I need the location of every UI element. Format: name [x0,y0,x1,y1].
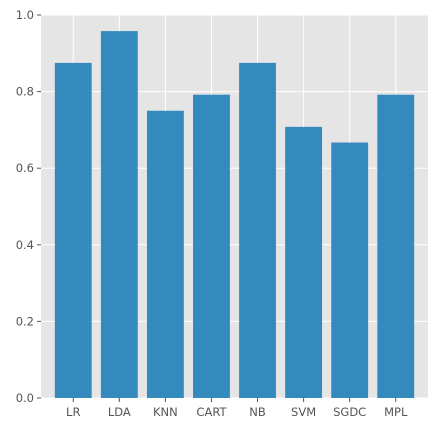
x-tick-label-mpl: MPL [384,405,408,419]
bar-lda [100,31,138,399]
bar-lr [54,62,92,398]
y-tick-label: 0.6 [16,161,34,175]
bar-svm [285,126,323,398]
y-tick-label: 0.4 [16,238,34,252]
x-tick-label-nb: NB [249,405,266,419]
bar-knn [146,110,184,398]
x-tick-label-sgdc: SGDC [333,405,366,419]
y-tick-label: 0.2 [16,314,34,328]
bar-nb [239,62,276,398]
x-tick-label-lr: LR [66,405,80,419]
y-tick-label: 0.8 [16,85,34,99]
bars [54,31,415,399]
bar-mpl [377,94,415,398]
y-axis-ticks: 0.0 0.2 0.4 0.6 0.8 1.0 [16,8,41,405]
x-tick-label-knn: KNN [153,405,178,419]
bar-sgdc [331,142,369,398]
bar-cart [193,94,230,398]
x-tick-label-svm: SVM [291,405,316,419]
x-axis-ticks: LR LDA KNN CART NB SVM SGDC MPL [66,398,408,419]
y-tick-label: 1.0 [16,8,34,22]
x-tick-label-cart: CART [196,405,227,419]
y-tick-label: 0.0 [16,391,34,405]
x-tick-label-lda: LDA [108,405,131,419]
plot-area [41,15,428,398]
